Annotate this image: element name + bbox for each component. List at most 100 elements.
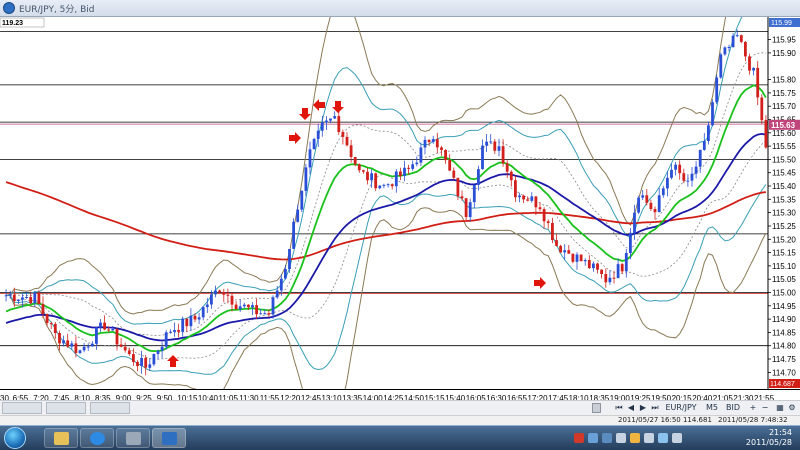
first-bar-icon[interactable]: ⏮	[615, 403, 623, 412]
candle-body	[148, 364, 152, 368]
play-icon[interactable]: ▶	[639, 403, 647, 412]
chart-canvas[interactable]: 115.95115.90115.80115.75115.70115.65115.…	[0, 17, 800, 389]
tray-icon[interactable]	[644, 433, 654, 443]
candle-body	[70, 343, 74, 347]
time-label: 18:10	[569, 394, 590, 403]
candle-body	[707, 125, 710, 141]
candle-body	[690, 173, 694, 181]
zoom-out-icon[interactable]: −	[761, 403, 769, 412]
clock-time: 21:54	[768, 428, 792, 437]
signal-arrow-icon	[534, 277, 546, 289]
timeframe-selector[interactable]: M5	[706, 403, 718, 412]
price-label: 115.90	[772, 49, 796, 58]
trading-app-taskbar-button[interactable]	[152, 428, 186, 448]
candle-body	[103, 322, 106, 330]
candle-body	[316, 130, 320, 139]
candle-body	[251, 305, 254, 308]
symbol-selector[interactable]: EUR/JPY	[665, 403, 697, 412]
candle-body	[727, 47, 731, 48]
candle-body	[320, 122, 324, 131]
candle-body	[41, 304, 45, 314]
time-label: 10:15	[177, 394, 198, 403]
candle-body	[423, 139, 427, 148]
candle-body	[296, 209, 300, 222]
candle-body	[719, 54, 723, 78]
clock[interactable]: 21:54 2011/05/28	[746, 428, 792, 448]
candle-body	[534, 196, 538, 208]
time-label: 12:45	[301, 394, 322, 403]
price-label: 115.30	[772, 209, 796, 218]
grid-icon[interactable]: ▦	[776, 403, 784, 412]
internet-explorer-icon	[90, 432, 105, 445]
candle-body	[181, 318, 185, 332]
bollinger-upper-outer	[5, 17, 727, 315]
candle-body	[271, 297, 275, 315]
candle-body	[481, 145, 484, 170]
time-label: 15:40	[445, 394, 466, 403]
candle-body	[403, 167, 406, 176]
time-label: 11:30	[239, 394, 259, 403]
candle-body	[567, 250, 571, 254]
top-left-price-box	[0, 17, 45, 28]
chart-tab-2[interactable]	[46, 402, 86, 414]
candle-body	[132, 354, 135, 362]
time-label: 7:20	[33, 394, 49, 403]
candle-body	[284, 269, 287, 279]
price-chart[interactable]: 115.95115.90115.80115.75115.70115.65115.…	[0, 17, 800, 389]
candle-body	[698, 149, 702, 167]
time-label: 7:45	[54, 394, 70, 403]
candle-body	[17, 299, 20, 301]
prev-bar-icon[interactable]: ◀	[627, 403, 635, 412]
candle-body	[62, 340, 65, 344]
price-label: 115.80	[772, 76, 796, 85]
bollinger-upper-dotted	[6, 52, 766, 336]
ie-taskbar-button[interactable]	[80, 428, 114, 448]
time-label: 9:50	[157, 394, 173, 403]
candle-body	[563, 250, 567, 253]
status-bar: 2011/05/27 16:50 114.681 2011/05/28 7:48…	[0, 415, 800, 425]
taskbar: 21:54 2011/05/28	[0, 425, 800, 450]
candle-body	[431, 139, 435, 143]
candle-body	[748, 56, 751, 71]
candle-body	[210, 294, 213, 305]
candle-body	[711, 102, 714, 126]
time-label: 13:35	[342, 394, 363, 403]
candle-body	[530, 196, 534, 201]
chart-tab-3[interactable]	[90, 402, 130, 414]
candle-body	[620, 264, 624, 272]
settings-icon[interactable]: ⚙	[788, 403, 796, 412]
app-taskbar-button[interactable]	[116, 428, 150, 448]
candle-body	[666, 177, 669, 189]
time-label: 17:20	[528, 394, 549, 403]
candle-body	[509, 171, 513, 181]
time-label: 6:55	[13, 394, 29, 403]
candle-body	[735, 35, 739, 37]
zoom-in-icon[interactable]: +	[749, 403, 757, 412]
tray-icon[interactable]	[574, 433, 584, 443]
language-icon[interactable]	[602, 433, 612, 443]
candle-body	[160, 346, 164, 351]
price-type-selector[interactable]: BID	[725, 403, 740, 412]
tray-icon[interactable]	[616, 433, 626, 443]
start-button[interactable]	[4, 427, 26, 449]
chart-tab-1[interactable]	[2, 402, 42, 414]
explorer-taskbar-button[interactable]	[44, 428, 78, 448]
candle-body	[140, 357, 143, 367]
candle-body	[193, 315, 197, 320]
next-bar-icon[interactable]: ⏭	[651, 403, 659, 412]
tray-icon[interactable]	[588, 433, 598, 443]
candle-body	[95, 327, 98, 344]
horizontal-scroll-thumb[interactable]	[592, 403, 601, 413]
candle-body	[234, 304, 238, 310]
price-axis	[768, 17, 800, 389]
time-label: 8:10	[74, 394, 90, 403]
candle-body	[267, 313, 271, 315]
candle-body	[300, 190, 304, 210]
top-price-box	[769, 18, 800, 27]
tray-icon[interactable]	[630, 433, 640, 443]
network-icon[interactable]	[658, 433, 668, 443]
candle-body	[489, 141, 493, 143]
candle-body	[45, 313, 49, 323]
volume-icon[interactable]	[672, 433, 682, 443]
time-label: 15:15	[425, 394, 446, 403]
